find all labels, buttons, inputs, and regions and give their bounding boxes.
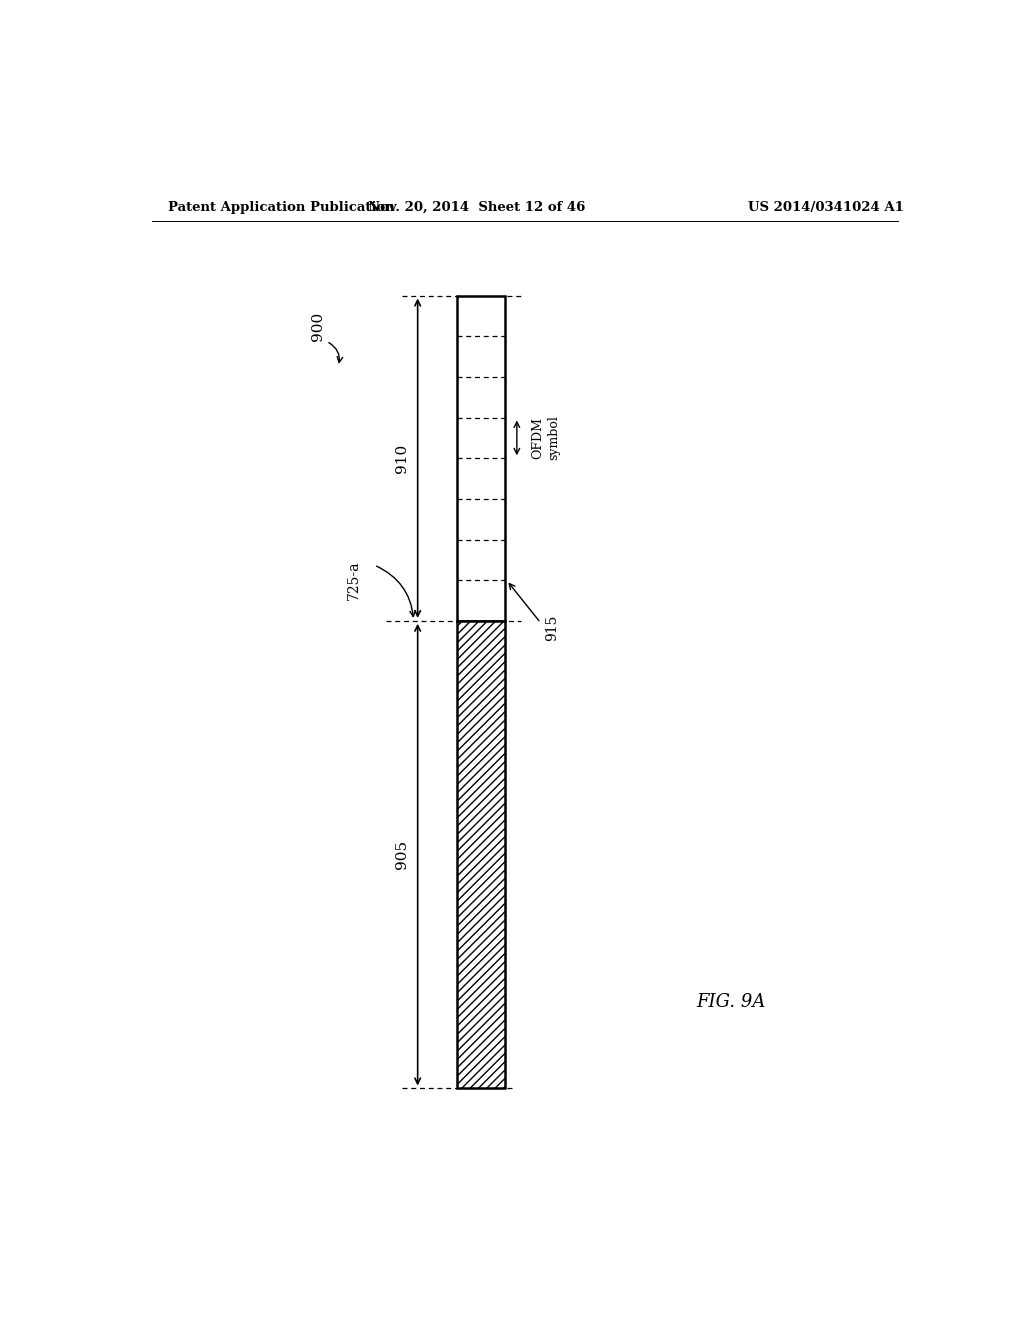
- Text: 900: 900: [311, 312, 326, 341]
- Text: Patent Application Publication: Patent Application Publication: [168, 201, 394, 214]
- Text: symbol: symbol: [547, 416, 560, 461]
- Text: Nov. 20, 2014  Sheet 12 of 46: Nov. 20, 2014 Sheet 12 of 46: [369, 201, 586, 214]
- Text: OFDM: OFDM: [531, 417, 544, 459]
- Text: 725-a: 725-a: [347, 561, 361, 601]
- Bar: [458, 620, 505, 1089]
- Text: FIG. 9A: FIG. 9A: [696, 993, 766, 1011]
- Text: 910: 910: [395, 444, 409, 473]
- Text: 905: 905: [395, 840, 409, 869]
- Text: 915: 915: [545, 615, 559, 642]
- Bar: [458, 296, 505, 620]
- Text: US 2014/0341024 A1: US 2014/0341024 A1: [749, 201, 904, 214]
